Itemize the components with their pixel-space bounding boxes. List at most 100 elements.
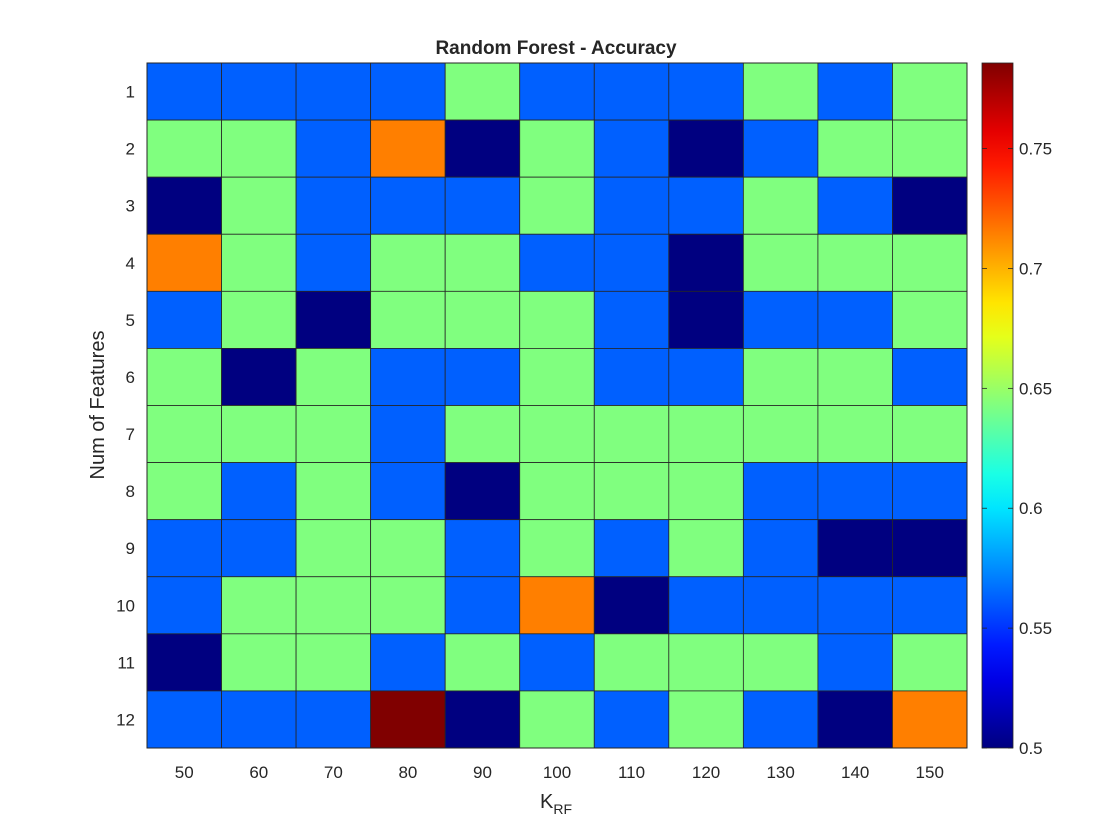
heatmap-cell (519, 119, 595, 178)
heatmap-cell (146, 348, 222, 406)
heatmap-cell (817, 119, 893, 178)
heatmap-cell (892, 62, 968, 121)
heatmap-cell (295, 690, 372, 749)
heatmap-cell (370, 348, 446, 406)
y-tick-label: 8 (126, 482, 135, 501)
heatmap-cell (742, 519, 819, 578)
heatmap-cell (221, 233, 297, 292)
heatmap-cell (892, 405, 968, 463)
x-tick-label: 110 (618, 763, 645, 782)
heatmap-cell (892, 176, 968, 235)
heatmap-cell (146, 519, 222, 578)
heatmap-cell (742, 690, 819, 749)
heatmap-cell (444, 290, 521, 349)
x-tick-label: 90 (473, 763, 492, 782)
heatmap-cell (370, 576, 446, 635)
heatmap-cell (295, 119, 372, 178)
heatmap-cell (892, 119, 968, 178)
plot-frame (146, 62, 968, 749)
heatmap-cell (370, 690, 446, 749)
x-tick-label: 100 (543, 763, 571, 782)
heatmap-cell (370, 633, 446, 692)
heatmap-cell (817, 290, 893, 349)
heatmap-cell (370, 519, 446, 578)
heatmap-cell (295, 290, 372, 349)
heatmap-cell (668, 348, 744, 406)
heatmap-cell (668, 519, 744, 578)
y-tick-label: 1 (126, 83, 135, 102)
y-tick-label: 6 (126, 368, 135, 387)
heatmap-cell (444, 690, 521, 749)
heatmap-cell (370, 176, 446, 235)
heatmap-cell (146, 405, 222, 463)
heatmap-cell (817, 690, 893, 749)
heatmap-cell (892, 290, 968, 349)
heatmap-cell (370, 119, 446, 178)
heatmap-cell (742, 62, 819, 121)
colorbar-tick-label: 0.55 (1019, 619, 1052, 638)
heatmap-cell (519, 233, 595, 292)
y-tick-label: 12 (116, 710, 135, 729)
heatmap-cell (444, 633, 521, 692)
heatmap-cell (370, 62, 446, 121)
heatmap-cell (668, 690, 744, 749)
heatmap-cell (593, 462, 670, 521)
heatmap-cell (519, 290, 595, 349)
colorbar-tick-label: 0.65 (1019, 379, 1052, 398)
heatmap-cell (444, 119, 521, 178)
heatmap-cell (668, 233, 744, 292)
heatmap-cell (444, 576, 521, 635)
heatmap-cell (519, 576, 595, 635)
y-axis-label: Num of Features (87, 331, 109, 480)
x-tick-label: 140 (841, 763, 869, 782)
heatmap-cell (370, 233, 446, 292)
heatmap-cell (593, 519, 670, 578)
colorbar-tick-labels: 0.5 0.55 0.6 0.65 0.7 0.75 (982, 140, 1052, 758)
heatmap-cell (146, 633, 222, 692)
heatmap-cell (817, 462, 893, 521)
y-tick-label: 5 (126, 311, 135, 330)
heatmap-cell (817, 405, 893, 463)
x-tick-label: 80 (398, 763, 417, 782)
heatmap-cell (519, 405, 595, 463)
y-tick-label: 9 (126, 539, 135, 558)
heatmap-cell (444, 176, 521, 235)
heatmap-cell (146, 176, 222, 235)
heatmap-cell (221, 690, 297, 749)
heatmap-cell (146, 462, 222, 521)
heatmap-cell (668, 62, 744, 121)
heatmap-cell (221, 348, 297, 406)
heatmap-cell (295, 405, 372, 463)
heatmap-cell (444, 62, 521, 121)
y-tick-label: 4 (126, 254, 135, 273)
chart-title: Random Forest - Accuracy (435, 38, 677, 59)
heatmap-cell (221, 119, 297, 178)
heatmap-cell (295, 348, 372, 406)
heatmap-cell (519, 690, 595, 749)
heatmap-cell (221, 62, 297, 121)
heatmap-cell (146, 62, 222, 121)
heatmap-cell (742, 290, 819, 349)
y-tick-label: 2 (126, 140, 135, 159)
heatmap-cell (593, 233, 670, 292)
heatmap-cell (221, 176, 297, 235)
heatmap-cell (742, 233, 819, 292)
x-tick-label: 120 (692, 763, 720, 782)
heatmap-cell (295, 462, 372, 521)
heatmap-cell (668, 290, 744, 349)
heatmap-cell (892, 576, 968, 635)
x-tick-labels: 50 60 70 80 90 100 110 120 130 140 150 (175, 763, 944, 782)
x-tick-label: 70 (324, 763, 343, 782)
colorbar-tick-label: 0.6 (1019, 499, 1043, 518)
heatmap-cell (370, 290, 446, 349)
heatmap-cell (444, 348, 521, 406)
heatmap-cell (146, 119, 222, 178)
heatmap-cell (444, 462, 521, 521)
heatmap-cell (817, 519, 893, 578)
heatmap-cell (519, 62, 595, 121)
heatmap-cell (593, 633, 670, 692)
heatmap-cell (668, 405, 744, 463)
heatmap-cell (742, 176, 819, 235)
